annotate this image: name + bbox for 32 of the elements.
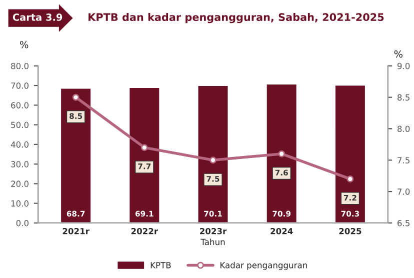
y-tick-label: 0.0 [16,220,29,226]
point [72,94,80,101]
legend-label: KPTB [150,262,171,268]
point [346,176,354,182]
point [210,156,216,164]
y2-tick-label: 7.0 [398,188,410,195]
y2-tick-label: 6.5 [398,220,410,226]
point [140,144,148,152]
x-tick-label: 2025 [339,228,362,234]
y-tick-label: 40.0 [10,141,29,148]
x-tick-label: 2024 [270,228,293,234]
x-axis-title: Tahun [200,238,225,246]
x-tick-label: 2022r [131,228,158,234]
point [278,150,286,158]
y-tick-label: 50.0 [11,122,29,128]
y2-axis-title: % [394,50,402,58]
y-tick-label: 70.0 [11,82,29,89]
chart-title: KPTB dan kadar pengangguran, Sabah, 2021-2025 [88,12,384,24]
y-tick-label: 10.0 [11,200,29,207]
legend-label: Kadar pengangguran [220,262,307,270]
x-tick-label: 2021r [62,228,90,234]
y-tick-label: 20.0 [11,180,29,187]
x-tick-label: 2023r [200,228,227,234]
y-tick-label: 30.0 [11,161,29,168]
y2-tick-label: 8.0 [398,126,410,132]
y-axis-title: % [20,40,28,48]
y2-tick-label: 9.0 [397,62,410,70]
y-tick-label: 80.0 [11,62,29,70]
text: Carta 3.9 [12,14,62,21]
y2-tick-label: 8.5 [398,94,410,101]
y2-tick-label: 7.5 [398,157,410,164]
y-tick-label: 60.0 [11,102,29,108]
